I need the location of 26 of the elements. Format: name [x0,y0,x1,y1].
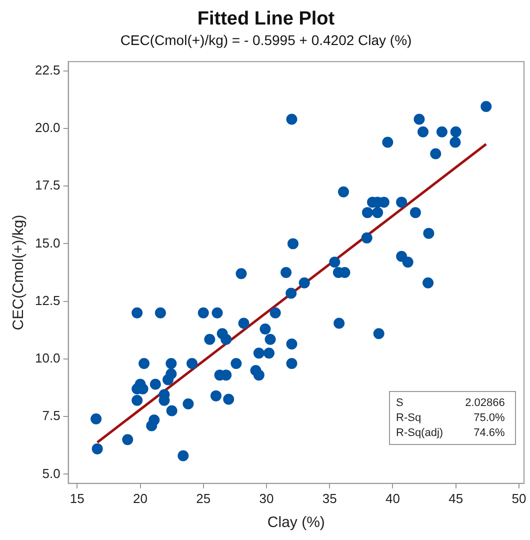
chart-title: Fitted Line Plot [197,8,336,30]
y-tick-label: 20.0 [34,120,60,136]
y-tick-label: 17.5 [34,178,60,193]
y-tick-label: 7.5 [42,408,60,424]
x-tick-label: 40 [385,490,400,506]
annotation: 2.02866 [465,397,505,410]
x-tick-label: 15 [70,490,84,506]
y-tick-label: 15.0 [34,235,60,250]
x-tick-label: 25 [196,490,211,506]
annotation: R-Sq [396,412,422,424]
chart-subtitle: CEC(Cmol(+)/kg) = - 0.5995 + 0.4202 Clay (%) [120,32,412,48]
x-tick-label: 30 [259,490,274,506]
annotation: 75.0% [472,412,505,424]
x-tick-label: 50 [512,490,526,506]
y-tick-label: 12.5 [34,292,60,308]
y-tick-label: 10.0 [34,350,60,366]
annotation: 74.6% [472,427,505,440]
y-tick-label: 5.0 [42,466,60,481]
y-tick-label: 22.5 [34,62,60,78]
x-tick-label: 20 [133,490,148,506]
x-tick-label: 35 [322,490,337,506]
annotation: R-Sq(adj) [396,427,444,440]
x-axis-title: Clay (%) [267,514,325,532]
x-tick-label: 45 [448,490,464,506]
y-axis-title: CEC(Cmol(+)/kg) [10,214,28,330]
annotation: S [396,397,404,410]
